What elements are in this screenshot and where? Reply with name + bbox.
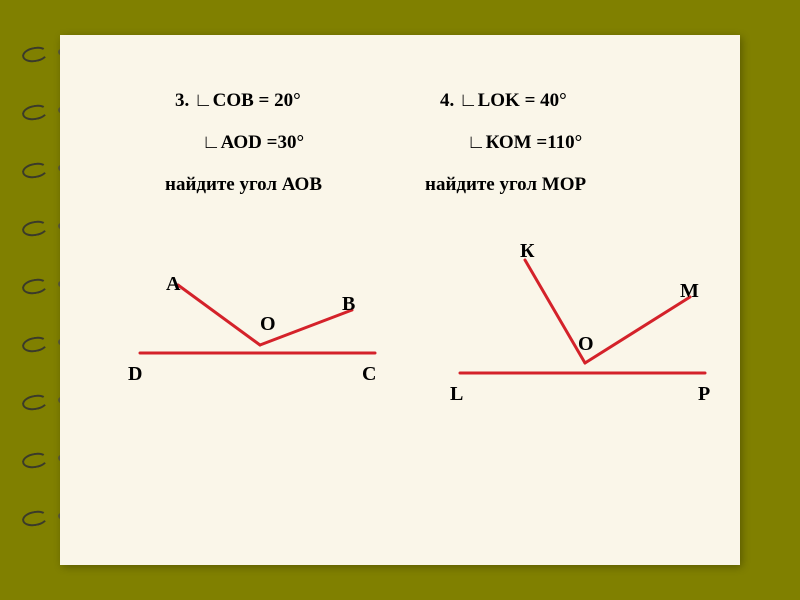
- slide-area: 3. ∟СОВ = 20° ∟АОD =30° найдите угол АОВ…: [60, 35, 740, 565]
- label-C: С: [362, 363, 376, 386]
- label-M: М: [680, 280, 699, 303]
- label-L: L: [450, 383, 463, 406]
- label-P: Р: [698, 383, 710, 406]
- line-OK: [525, 260, 585, 363]
- spiral-binding: [18, 45, 46, 567]
- label-O1: О: [260, 313, 276, 336]
- problem3-line3: найдите угол АОВ: [165, 174, 322, 196]
- line-OM: [585, 297, 690, 363]
- problem4-line1: 4. ∟LOK = 40°: [440, 90, 567, 112]
- diagram-aob: А В О D С: [120, 255, 400, 415]
- line-OA: [178, 285, 260, 345]
- label-A: А: [166, 273, 180, 296]
- problem4-line3: найдите угол МОР: [425, 174, 586, 196]
- label-B: В: [342, 293, 355, 316]
- label-D: D: [128, 363, 142, 386]
- label-K: К: [520, 240, 535, 263]
- label-O2: О: [578, 333, 594, 356]
- problem3-line2: ∟АОD =30°: [202, 132, 304, 154]
- problem3-line1: 3. ∟СОВ = 20°: [175, 90, 301, 112]
- diagram-mop: К М О L Р: [430, 255, 730, 435]
- problem4-line2: ∟КОМ =110°: [467, 132, 582, 154]
